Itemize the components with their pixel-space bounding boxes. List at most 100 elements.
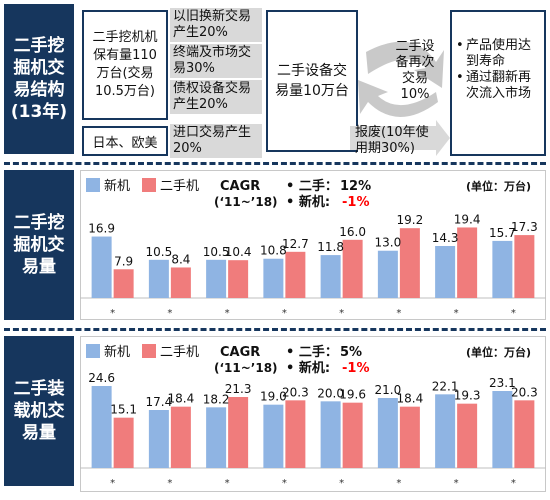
bar-used: [514, 235, 535, 298]
data-label-used: 8.4: [171, 252, 190, 266]
loader-chart: 新机 二手机 CAGR(‘11~’18) • 二手： 5% • 新机: -1% (单位：万台)…: [80, 344, 546, 489]
cagr-new-value: -1%: [342, 195, 369, 210]
scrap-label: 报废(10年使 用期30%): [355, 125, 429, 156]
legend-label-new: 新机: [104, 344, 130, 360]
loader-chart-frame: [80, 336, 546, 492]
x-tick-label: *: [225, 478, 230, 489]
bar-new: [320, 255, 341, 298]
bar-new: [148, 259, 169, 298]
scrap-arrow: [350, 120, 450, 156]
cagr-title: CAGR: [220, 345, 260, 360]
unit-label: (单位：万台): [466, 179, 531, 193]
data-label-used: 19.3: [454, 389, 481, 403]
bar-used: [514, 400, 535, 468]
legend-label-new: 新机: [104, 178, 130, 194]
legend-swatch-used: [142, 178, 156, 192]
bar-new: [492, 391, 513, 468]
x-tick-label: *: [454, 308, 459, 319]
bar-used: [228, 260, 249, 298]
recirculation-arrow: [358, 41, 444, 117]
bar-used: [399, 406, 420, 468]
data-label-new: 10.8: [260, 244, 287, 258]
data-label-used: 20.3: [282, 385, 309, 399]
data-label-used: 10.4: [225, 245, 252, 259]
bar-used: [285, 400, 306, 468]
data-label-new: 15.7: [489, 226, 516, 240]
bar-new: [91, 236, 112, 298]
bar-used: [457, 403, 478, 468]
data-label-new: 14.3: [432, 231, 459, 245]
legend-swatch-used: [142, 344, 156, 358]
bar-used: [285, 251, 306, 298]
bar-new: [320, 401, 341, 468]
data-label-new: 20.0: [317, 386, 344, 400]
x-tick-label: *: [167, 478, 172, 489]
x-tick-label: *: [167, 308, 172, 319]
recirculation-label: 二手设 备再次 交易 10%: [395, 39, 435, 102]
x-tick-label: *: [396, 308, 401, 319]
cagr-used-label: • 二手：: [286, 344, 338, 360]
section-divider-1: [4, 162, 546, 165]
cagr-used-value: 12%: [340, 179, 371, 194]
bar-used: [113, 269, 134, 298]
excavator-chart: 新机 二手机 CAGR(‘11~’18) • 二手： 12% • 新机: -1% (单位：万台…: [80, 178, 546, 319]
section-divider-2: [4, 328, 546, 331]
data-label-new: 17.4: [146, 395, 173, 409]
bar-used: [170, 267, 191, 298]
bar-new: [377, 398, 398, 468]
cagr-period: (‘11~’18): [214, 361, 278, 375]
flow-terminal: 终端及市场交 易30%: [170, 44, 262, 78]
legend-label-used: 二手机: [160, 179, 199, 194]
bar-used: [342, 402, 363, 468]
x-tick-label: *: [110, 308, 115, 319]
data-label-new: 13.0: [375, 236, 402, 250]
bar-new: [148, 410, 169, 468]
cagr-new-value: -1%: [342, 361, 369, 376]
x-tick-label: *: [511, 308, 516, 319]
data-label-new: 22.1: [432, 379, 459, 393]
data-label-used: 16.0: [339, 225, 366, 239]
data-label-new: 10.5: [203, 245, 230, 259]
x-tick-label: *: [339, 478, 344, 489]
bar-new: [377, 250, 398, 298]
section2-label: 二手挖 掘机交 易量: [4, 170, 74, 320]
stock-box: 二手挖机机 保有量110 万台(交易 10.5万台): [82, 10, 168, 120]
legend-swatch-new: [86, 178, 100, 192]
data-label-used: 19.2: [397, 213, 424, 227]
data-label-used: 17.3: [511, 220, 538, 234]
trade-volume-box: 二手设备交 易量10万台: [266, 10, 358, 152]
bar-used: [113, 417, 134, 468]
data-label-used: 21.3: [225, 382, 252, 396]
cagr-new-label: • 新机:: [286, 360, 330, 376]
x-tick-label: *: [454, 478, 459, 489]
data-label-used: 12.7: [282, 237, 309, 251]
x-tick-label: *: [511, 478, 516, 489]
x-tick-label: *: [282, 308, 287, 319]
origin-box: 日本、欧美: [82, 126, 168, 156]
bullet-refurbish: 通过翻新再次流入市场: [466, 70, 532, 101]
bar-used: [457, 227, 478, 298]
section3-label: 二手装 载机交 易量: [4, 336, 74, 486]
data-label-new: 10.5: [146, 245, 173, 259]
data-label-new: 18.2: [203, 392, 230, 406]
bar-used: [342, 239, 363, 298]
cagr-used-label: • 二手：: [286, 178, 338, 194]
flow-import: 进口交易产生 20%: [170, 124, 262, 158]
data-label-new: 24.6: [88, 371, 115, 385]
data-label-new: 11.8: [317, 240, 344, 254]
data-label-new: 21.0: [375, 383, 402, 397]
cagr-used-value: 5%: [340, 345, 362, 360]
legend-swatch-new: [86, 344, 100, 358]
bar-new: [435, 394, 456, 468]
cagr-period: (‘11~’18): [214, 195, 278, 209]
flow-trade-in: 以旧换新交易 产生20%: [170, 8, 262, 42]
bar-used: [399, 228, 420, 298]
bar-new: [435, 246, 456, 298]
data-label-new: 16.9: [88, 222, 115, 236]
data-label-new: 19.0: [260, 390, 287, 404]
cagr-title: CAGR: [220, 179, 260, 194]
data-label-used: 19.4: [454, 212, 481, 226]
data-label-used: 18.4: [397, 392, 424, 406]
x-tick-label: *: [225, 308, 230, 319]
bar-new: [263, 258, 284, 298]
